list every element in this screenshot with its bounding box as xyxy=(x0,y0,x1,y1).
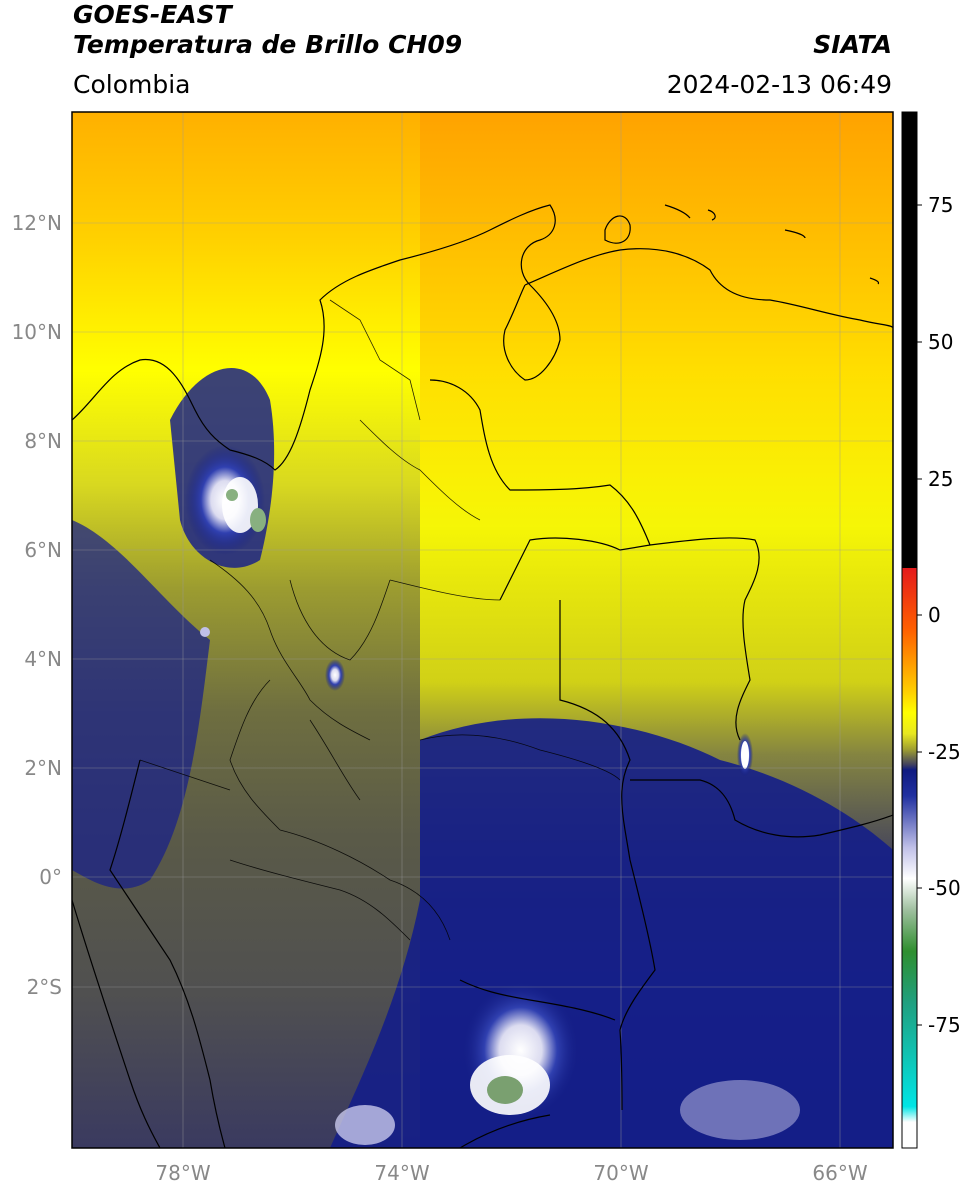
satellite-title: GOES-EAST xyxy=(73,0,232,29)
lon-tick-label: 78°W xyxy=(155,1161,210,1185)
lat-tick-label: 0° xyxy=(39,865,62,889)
lat-tick-label: 12°N xyxy=(12,211,62,235)
brightness-temperature-field xyxy=(72,112,893,1148)
lat-tick-label: 2°S xyxy=(27,975,62,999)
lat-tick-label: 4°N xyxy=(24,647,62,671)
lon-tick-label: 74°W xyxy=(374,1161,429,1185)
colorbar xyxy=(902,112,917,1148)
colorbar-tick-label: 50 xyxy=(928,330,953,354)
lat-tick-label: 2°N xyxy=(24,756,62,780)
latitude-ticks: 12°N 10°N 8°N 6°N 4°N 2°N 0° 2°S xyxy=(12,211,62,999)
longitude-ticks: 78°W 74°W 70°W 66°W xyxy=(155,1161,867,1185)
coastline-borders xyxy=(72,204,893,1148)
datetime-label: 2024-02-13 06:49 xyxy=(666,70,892,99)
department-borders xyxy=(139,299,621,941)
lat-tick-label: 8°N xyxy=(24,429,62,453)
colorbar-tick-label: -25 xyxy=(928,740,961,764)
map-gridlines xyxy=(72,112,893,1148)
colorbar-tick-label: 0 xyxy=(928,603,941,627)
lon-tick-label: 66°W xyxy=(812,1161,867,1185)
lat-tick-label: 6°N xyxy=(24,538,62,562)
colorbar-frame xyxy=(901,111,918,1149)
colorbar-tick-label: -75 xyxy=(928,1013,961,1037)
lon-tick-label: 70°W xyxy=(593,1161,648,1185)
colorbar-tick-label: 75 xyxy=(928,193,953,217)
map-frame xyxy=(71,111,894,1149)
colorbar-tick-label: 25 xyxy=(928,467,953,491)
colorbar-tick-label: -50 xyxy=(928,876,961,900)
colorbar-ticks: 75 50 25 0 -25 -50 -75 xyxy=(917,193,961,1037)
agency-label: SIATA xyxy=(813,30,892,59)
region-label: Colombia xyxy=(73,70,191,99)
product-title: Temperatura de Brillo CH09 xyxy=(73,30,463,59)
lat-tick-label: 10°N xyxy=(12,320,62,344)
